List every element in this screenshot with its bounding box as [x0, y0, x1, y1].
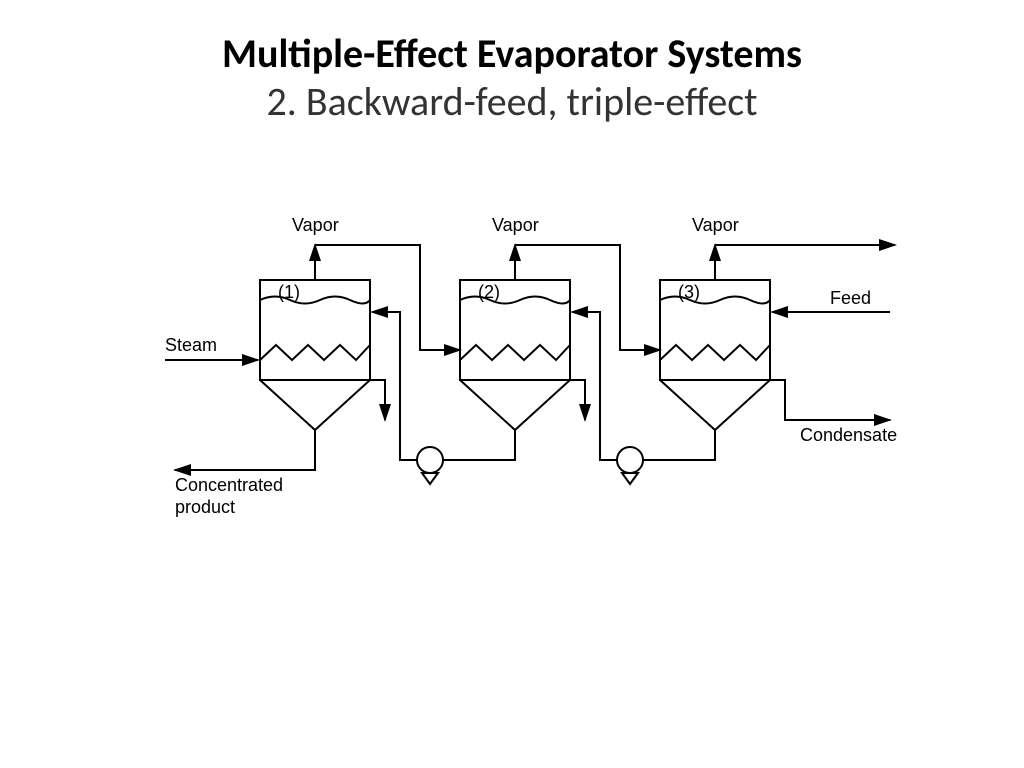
label-vessel-3: (3) — [678, 282, 700, 303]
vessel-2-icon — [460, 280, 570, 430]
condensate-1 — [370, 380, 385, 420]
label-feed: Feed — [830, 288, 871, 309]
vessel-1-icon — [260, 280, 370, 430]
label-vapor-1: Vapor — [292, 215, 339, 236]
bottom-3-to-pump2 — [643, 430, 715, 460]
label-conc-1: Concentrated — [175, 475, 283, 496]
vessel1-to-product — [175, 430, 315, 470]
label-condensate: Condensate — [800, 425, 897, 446]
bottom-2-to-pump1 — [443, 430, 515, 460]
condensate-out — [770, 380, 890, 420]
label-vessel-1: (1) — [278, 282, 300, 303]
label-vapor-3: Vapor — [692, 215, 739, 236]
pump-2-icon — [617, 447, 643, 484]
condensate-2 — [570, 380, 585, 420]
pump1-to-vessel1 — [372, 312, 417, 460]
label-steam: Steam — [165, 335, 217, 356]
label-vessel-2: (2) — [478, 282, 500, 303]
pump-1-icon — [417, 447, 443, 484]
label-conc-2: product — [175, 497, 235, 518]
vessel-3-icon — [660, 280, 770, 430]
pump2-to-vessel2 — [572, 312, 617, 460]
label-vapor-2: Vapor — [492, 215, 539, 236]
